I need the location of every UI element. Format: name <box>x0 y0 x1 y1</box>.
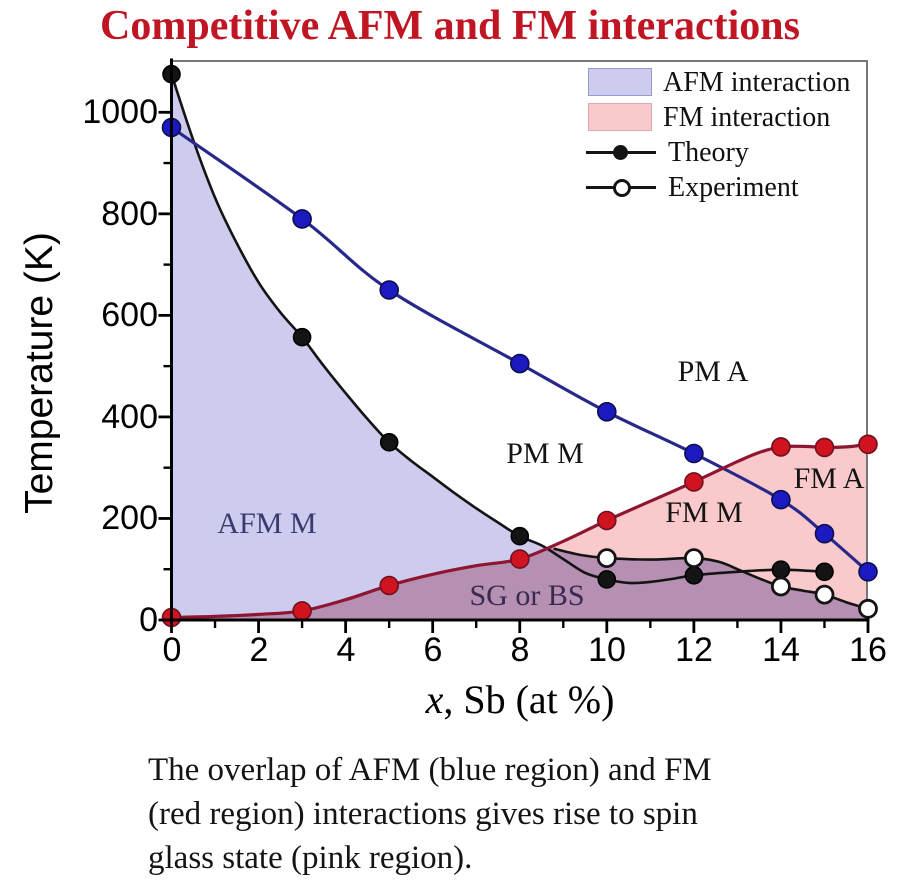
series-2-marker-6 <box>771 489 791 510</box>
figure-caption: The overlap of AFM (blue region) and FM … <box>148 748 868 880</box>
y-tick-0: 0 <box>139 601 158 639</box>
region-label-pm-a: PM A <box>677 355 749 388</box>
series-2-marker-3 <box>509 353 530 374</box>
legend-label-theory: Theory <box>668 137 749 168</box>
region-label-fm-m: FM M <box>665 496 743 529</box>
x-tick-10: 10 <box>588 631 626 669</box>
series-2-marker-1 <box>292 209 312 229</box>
region-fill-0 <box>171 74 868 620</box>
y-tick-400: 400 <box>101 398 158 436</box>
series-2-marker-5 <box>684 443 704 464</box>
x-tick-14: 14 <box>762 631 800 669</box>
series-3-marker-2 <box>379 575 400 596</box>
x-tick-0: 0 <box>162 631 182 669</box>
y-tick-800: 800 <box>101 195 158 233</box>
series-3-marker-5 <box>684 472 704 492</box>
region-label-sg-or-bs: SG or BS <box>469 579 585 612</box>
series-1-marker-3 <box>814 584 835 605</box>
y-axis-title: Temperature (K) <box>18 232 61 514</box>
series-0-marker-5 <box>684 565 704 585</box>
series-0-marker-6 <box>771 560 791 580</box>
legend-label-experiment: Experiment <box>668 172 799 203</box>
series-2-marker-7 <box>814 523 835 544</box>
y-tick-1000: 1000 <box>82 93 158 131</box>
x-axis-title: x, Sb (at %) <box>320 676 720 723</box>
x-tick-2: 2 <box>249 631 269 669</box>
legend-experiment-marker-icon <box>613 179 631 197</box>
series-0-marker-4 <box>597 570 617 589</box>
phase-diagram-plot <box>158 58 878 633</box>
series-3-marker-3 <box>509 549 530 569</box>
x-tick-16: 16 <box>849 631 887 669</box>
series-3-marker-1 <box>292 601 312 621</box>
legend-label-fm: FM interaction <box>663 102 831 133</box>
region-label-pm-m: PM M <box>506 437 584 470</box>
x-tick-12: 12 <box>675 631 713 669</box>
y-tick-600: 600 <box>101 296 158 334</box>
series-0-marker-3 <box>510 526 530 546</box>
series-2-marker-8 <box>858 561 878 582</box>
x-tick-8: 8 <box>510 631 530 669</box>
x-axis-title-units: , Sb (at %) <box>443 677 615 722</box>
series-3-marker-4 <box>596 510 617 531</box>
caption-line-2: (red region) interactions gives rise to … <box>148 796 698 832</box>
series-2-marker-2 <box>379 280 400 300</box>
legend-label-afm: AFM interaction <box>663 67 851 98</box>
caption-line-1: The overlap of AFM (blue region) and FM <box>148 752 712 788</box>
caption-line-3: glass state (pink region). <box>148 840 473 876</box>
series-1-marker-2 <box>771 576 791 597</box>
series-1-marker-4 <box>858 598 878 619</box>
legend-swatch-afm <box>588 68 652 96</box>
x-tick-6: 6 <box>423 631 443 669</box>
series-0-marker-1 <box>292 327 312 347</box>
figure-title: Competitive AFM and FM interactions <box>100 3 800 49</box>
series-0-marker-7 <box>815 562 834 582</box>
x-tick-4: 4 <box>336 631 356 669</box>
region-label-fm-a: FM A <box>793 462 865 495</box>
series-0-marker-2 <box>379 432 399 452</box>
legend-swatch-fm <box>588 103 652 131</box>
region-label-afm-m: AFM M <box>217 507 317 540</box>
x-axis-title-variable: x <box>425 677 444 722</box>
series-line-0 <box>170 72 826 585</box>
series-3-marker-8 <box>858 434 878 455</box>
series-1-marker-1 <box>684 548 704 568</box>
series-3-marker-7 <box>814 437 835 458</box>
series-3-marker-6 <box>771 437 791 457</box>
y-tick-200: 200 <box>101 499 158 537</box>
series-2-marker-4 <box>596 401 617 422</box>
series-1-marker-0 <box>596 548 617 568</box>
legend-theory-marker-icon <box>613 145 628 160</box>
